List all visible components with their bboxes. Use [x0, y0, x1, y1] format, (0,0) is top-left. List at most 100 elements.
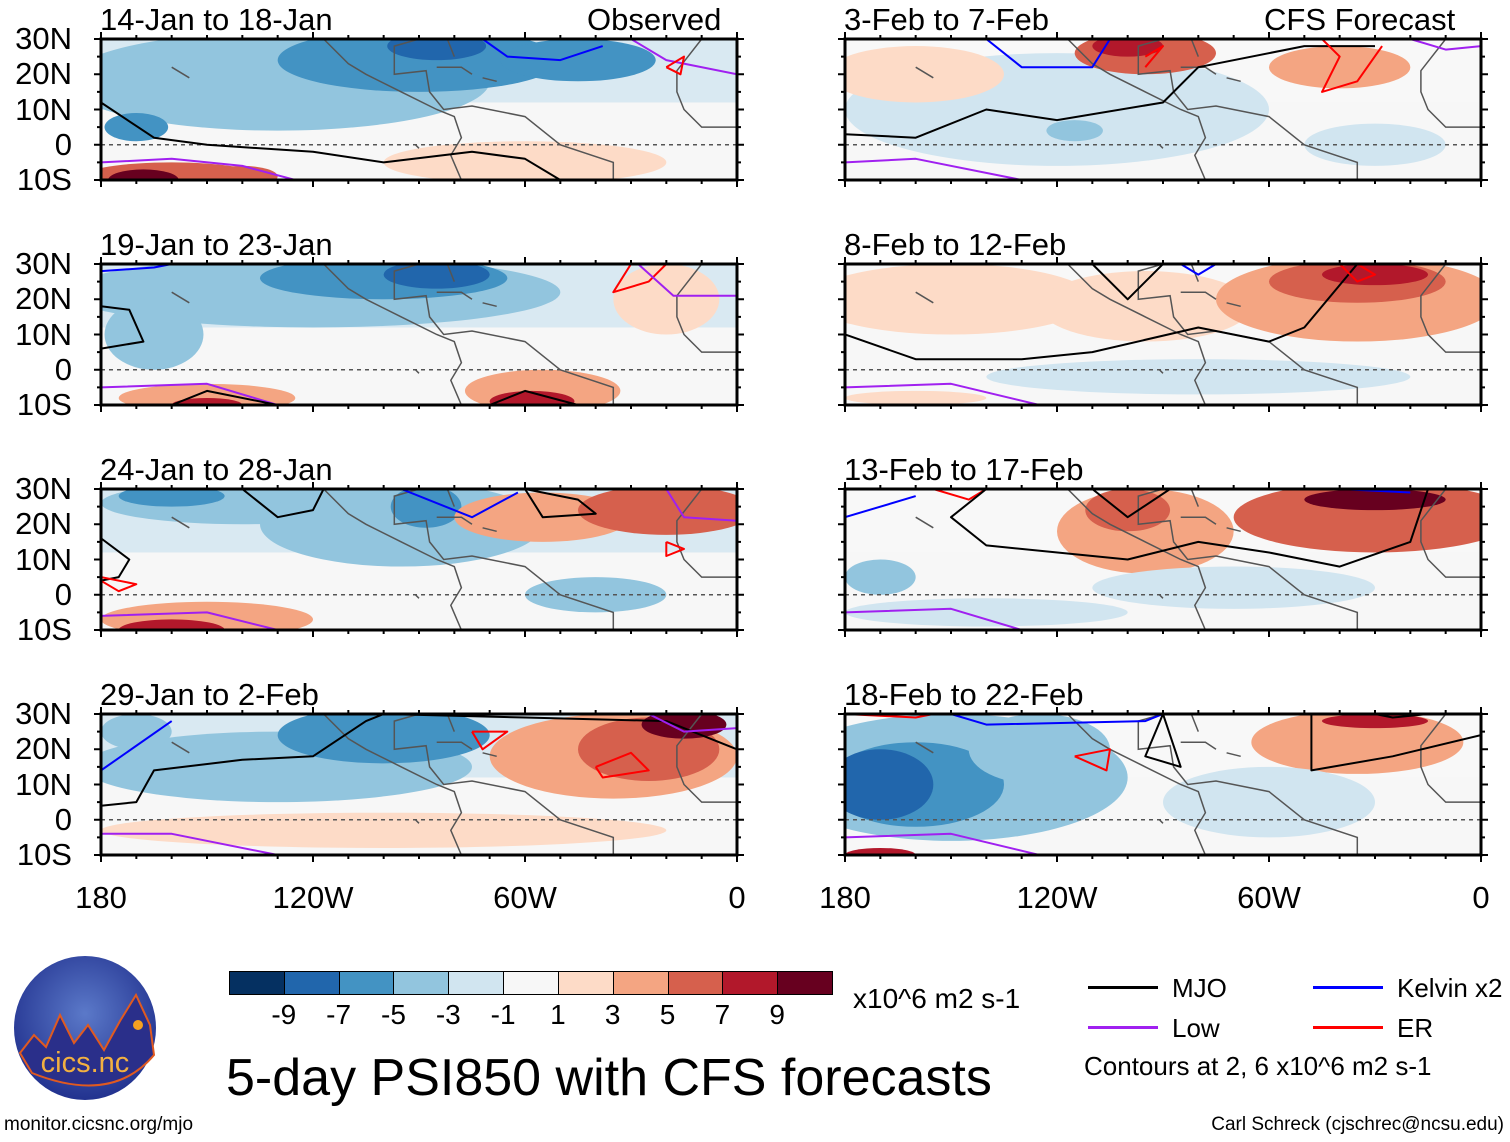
author-credit: Carl Schreck (cjschrec@ncsu.edu) — [1211, 1114, 1504, 1135]
coastline — [171, 741, 190, 754]
lat-tick-label: 0 — [54, 576, 72, 612]
anomaly-fill — [845, 847, 916, 855]
anomaly-fill — [171, 397, 243, 405]
psi850-map-panel — [94, 257, 744, 412]
wave-contour — [101, 576, 138, 593]
coastline — [323, 714, 463, 855]
wave-contour — [845, 607, 1022, 630]
wave-contour — [101, 157, 296, 180]
anomaly-fill — [845, 46, 1004, 103]
colorbar-swatch — [722, 971, 779, 995]
colorbar-swatch — [448, 971, 505, 995]
wave-contour — [845, 382, 1040, 405]
coastline — [1226, 527, 1241, 533]
coastline — [436, 66, 473, 75]
source-url[interactable]: monitor.cicsnc.org/mjo — [4, 1114, 194, 1135]
cics-logo: cics.nc — [14, 956, 156, 1100]
lon-tick-label: 60W — [493, 880, 557, 915]
coastline — [1158, 369, 1164, 374]
wave-contour — [985, 39, 1111, 69]
lon-tick-label: 60W — [1237, 880, 1301, 915]
coastline — [414, 594, 420, 599]
coastline — [1190, 39, 1199, 57]
colorbar-swatch — [612, 971, 670, 995]
anomaly-fill — [101, 812, 667, 848]
coastline — [1180, 516, 1217, 525]
wave-contour — [101, 720, 173, 772]
panel-title: 19-Jan to 23-Jan — [100, 227, 333, 262]
lat-tick-label: 10S — [16, 612, 72, 647]
colorbar-swatch — [283, 971, 341, 995]
lat-tick-label: 10S — [16, 387, 72, 422]
wave-contour — [594, 751, 650, 779]
anomaly-fill — [986, 359, 1411, 395]
logo-text: cics.nc — [41, 1047, 130, 1079]
anomaly-fill — [578, 489, 737, 535]
anomaly-fill — [387, 39, 487, 61]
coastline — [323, 489, 463, 630]
wave-contour — [101, 305, 145, 350]
panel-title: 24-Jan to 28-Jan — [100, 452, 333, 487]
anomaly-fill — [1046, 120, 1103, 142]
wave-contour — [489, 389, 579, 405]
legend-label: ER — [1397, 1013, 1434, 1043]
colorbar-swatch — [667, 971, 724, 995]
colorbar-label: 7 — [714, 999, 731, 1030]
wave-contour — [612, 264, 668, 294]
colorbar-swatch — [557, 971, 615, 995]
psi850-map-panel — [838, 707, 1488, 862]
coastline — [393, 264, 615, 405]
anomaly-fill — [383, 264, 490, 289]
wave-contour — [845, 157, 1022, 180]
anomaly-fill — [1251, 714, 1464, 774]
wave-contour — [665, 55, 685, 76]
psi850-map-panel — [838, 482, 1488, 637]
coastline — [915, 741, 934, 754]
legend-line-mjo — [1088, 986, 1158, 989]
coastline — [915, 291, 934, 304]
coastline — [414, 369, 420, 374]
wave-contour — [101, 101, 561, 180]
wave-contour — [1338, 264, 1376, 283]
wave-contour — [471, 730, 509, 751]
colorbar-label: -5 — [381, 999, 406, 1030]
lat-tick-label: 30N — [15, 246, 72, 281]
coastline — [915, 66, 934, 79]
legend-label: Low — [1172, 1013, 1220, 1043]
wave-contour — [845, 495, 916, 519]
lon-tick-label: 180 — [75, 880, 127, 915]
psi850-map-panel — [94, 707, 744, 862]
wave-contour — [630, 39, 737, 76]
wave-contour — [845, 264, 1359, 361]
coastline — [1067, 264, 1207, 405]
coastline — [171, 291, 190, 304]
wave-contour — [524, 489, 597, 519]
panel-title: 13-Feb to 17-Feb — [844, 452, 1084, 487]
coastline — [482, 527, 497, 533]
lon-tick-label: 120W — [272, 880, 354, 915]
coastline — [1180, 291, 1217, 300]
coastline — [323, 39, 463, 180]
colorbar-label: -1 — [490, 999, 516, 1030]
coastline — [1420, 714, 1481, 803]
legend-label: MJO — [1172, 973, 1227, 1003]
colorbar-label: 9 — [769, 999, 785, 1030]
coastline — [482, 302, 497, 308]
wave-contour — [950, 489, 1429, 568]
wave-contour — [950, 714, 1164, 726]
lon-tick-label: 0 — [1472, 880, 1490, 915]
wave-contour — [400, 489, 519, 519]
lat-tick-label: 0 — [54, 126, 72, 162]
colorbar-label: -3 — [435, 999, 461, 1030]
panel-title: 14-Jan to 18-Jan — [100, 2, 333, 37]
wave-contour — [665, 540, 685, 557]
wave-contour — [482, 39, 604, 62]
wave-contour — [845, 832, 1040, 855]
anomaly-fill — [390, 489, 462, 528]
coastline — [676, 489, 737, 578]
lat-tick-label: 30N — [15, 696, 72, 731]
coastline — [482, 752, 497, 758]
coastline — [676, 714, 737, 803]
colorbar-label: -7 — [326, 999, 352, 1030]
anomaly-fill — [118, 619, 225, 630]
